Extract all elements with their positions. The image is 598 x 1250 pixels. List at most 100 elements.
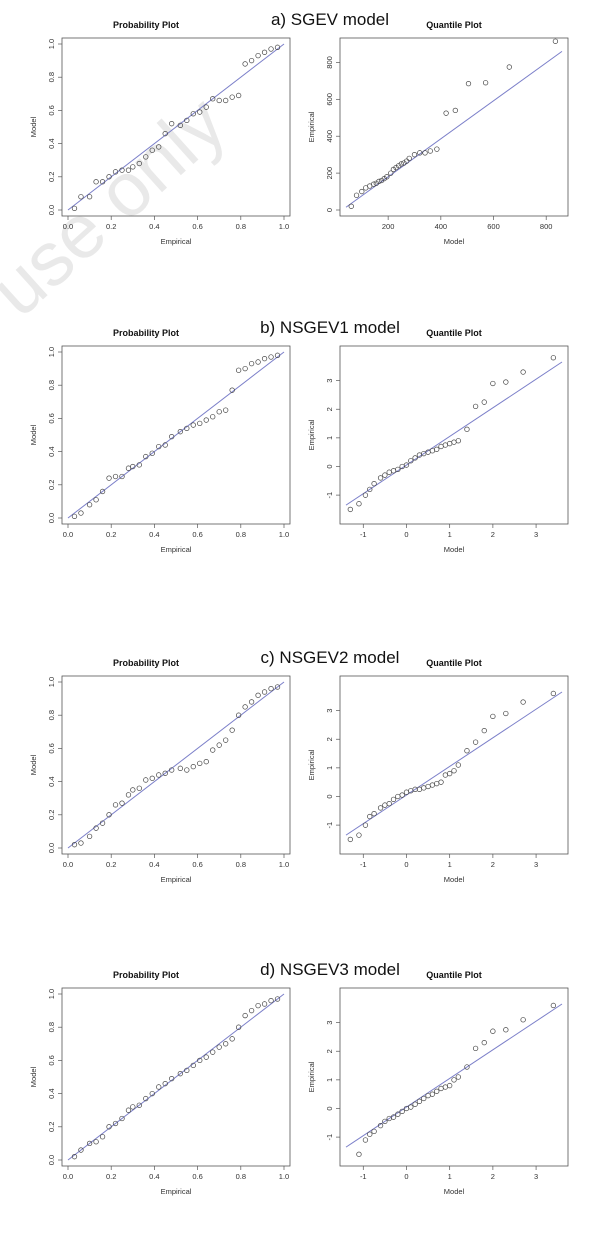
data-point xyxy=(162,130,168,137)
data-point xyxy=(274,44,281,50)
data-point xyxy=(261,49,268,55)
x-tick-label: 0.4 xyxy=(149,1172,159,1181)
y-axis-label: Model xyxy=(29,116,38,137)
data-point xyxy=(377,805,384,811)
x-tick-label: 1 xyxy=(448,1172,452,1181)
data-point xyxy=(427,148,433,154)
data-point xyxy=(401,160,407,166)
chart-panel-6: Quantile Plot -1 0 1 2 3 -1 0 1 2 3 Model Empirical xyxy=(307,658,569,884)
x-tick-label: 0.2 xyxy=(106,860,116,869)
data-point xyxy=(130,787,136,793)
data-point xyxy=(119,800,125,806)
y-tick-label: 1.0 xyxy=(47,347,56,357)
data-point xyxy=(78,194,84,200)
data-point xyxy=(455,1074,461,1080)
y-tick-label: 0.2 xyxy=(47,480,56,490)
data-point xyxy=(434,780,440,787)
chart-panel-4: Quantile Plot -1 0 1 2 3 -1 0 1 2 3 Model Empirical xyxy=(307,328,569,554)
data-point xyxy=(119,167,125,173)
data-point xyxy=(112,802,119,808)
data-point xyxy=(86,194,93,200)
data-point xyxy=(210,1049,216,1055)
data-point xyxy=(223,97,229,104)
data-point xyxy=(416,786,423,792)
x-tick-label: 2 xyxy=(491,860,495,869)
y-tick-label: 0.6 xyxy=(47,105,56,115)
data-point xyxy=(503,379,509,385)
y-tick-label: -1 xyxy=(325,1134,334,1141)
y-tick-label: 3 xyxy=(325,709,334,713)
data-point xyxy=(384,174,390,180)
data-point xyxy=(482,80,489,86)
data-point xyxy=(149,450,155,456)
data-point xyxy=(169,121,175,127)
y-tick-label: 1 xyxy=(325,436,334,440)
data-point xyxy=(398,161,404,167)
data-point xyxy=(78,510,84,516)
data-point xyxy=(455,438,461,444)
y-tick-label: 800 xyxy=(325,56,334,69)
data-point xyxy=(112,169,119,175)
data-point xyxy=(403,158,410,164)
x-tick-label: 1.0 xyxy=(279,860,289,869)
data-point xyxy=(106,812,112,818)
data-point xyxy=(359,188,365,195)
data-point xyxy=(71,513,78,519)
data-point xyxy=(149,775,155,781)
data-point xyxy=(378,177,385,184)
data-point xyxy=(550,355,557,361)
x-tick-label: 400 xyxy=(435,222,448,231)
panel-title: Probability Plot xyxy=(113,328,179,338)
data-point xyxy=(235,367,242,373)
data-point xyxy=(421,1095,427,1102)
data-point xyxy=(156,1084,162,1090)
data-point xyxy=(429,782,436,788)
x-tick-label: 0.8 xyxy=(236,530,246,539)
data-point xyxy=(216,97,222,104)
data-point xyxy=(119,1115,125,1122)
x-tick-label: -1 xyxy=(360,1172,367,1181)
x-tick-label: 1 xyxy=(448,530,452,539)
x-tick-label: 2 xyxy=(491,1172,495,1181)
x-tick-label: 0.8 xyxy=(236,222,246,231)
y-tick-label: 0.2 xyxy=(47,172,56,182)
data-point xyxy=(197,109,203,115)
reference-line xyxy=(67,43,285,211)
data-point xyxy=(93,179,99,185)
panel-title: Quantile Plot xyxy=(426,20,482,30)
data-point xyxy=(377,1123,384,1129)
data-point xyxy=(162,1080,168,1087)
data-point xyxy=(190,422,196,428)
data-point xyxy=(429,1091,436,1097)
data-point xyxy=(130,463,136,470)
panel-title: Probability Plot xyxy=(113,658,179,668)
y-axis-label: Model xyxy=(29,424,38,445)
data-point xyxy=(268,354,274,360)
y-tick-label: 1 xyxy=(325,766,334,770)
x-tick-label: 0.4 xyxy=(149,860,159,869)
data-point xyxy=(203,104,209,110)
data-point xyxy=(274,352,281,358)
x-tick-label: -1 xyxy=(360,860,367,869)
data-point xyxy=(399,792,405,798)
reference-line xyxy=(345,691,563,836)
data-point xyxy=(550,1002,557,1009)
data-point xyxy=(156,144,162,150)
data-point xyxy=(425,1092,431,1099)
data-point xyxy=(93,1139,99,1145)
x-tick-label: 3 xyxy=(534,860,538,869)
reference-line xyxy=(67,993,285,1161)
data-point xyxy=(399,1108,405,1114)
data-point xyxy=(395,793,401,800)
data-point xyxy=(376,178,382,185)
data-point xyxy=(99,1134,106,1140)
data-point xyxy=(78,1147,84,1153)
plot-frame xyxy=(61,345,291,525)
data-point xyxy=(373,180,379,186)
data-point xyxy=(216,1044,222,1050)
data-point xyxy=(416,1098,423,1104)
data-point xyxy=(223,737,229,743)
data-point xyxy=(447,1082,453,1089)
data-point xyxy=(552,38,559,44)
reference-line xyxy=(67,351,285,519)
